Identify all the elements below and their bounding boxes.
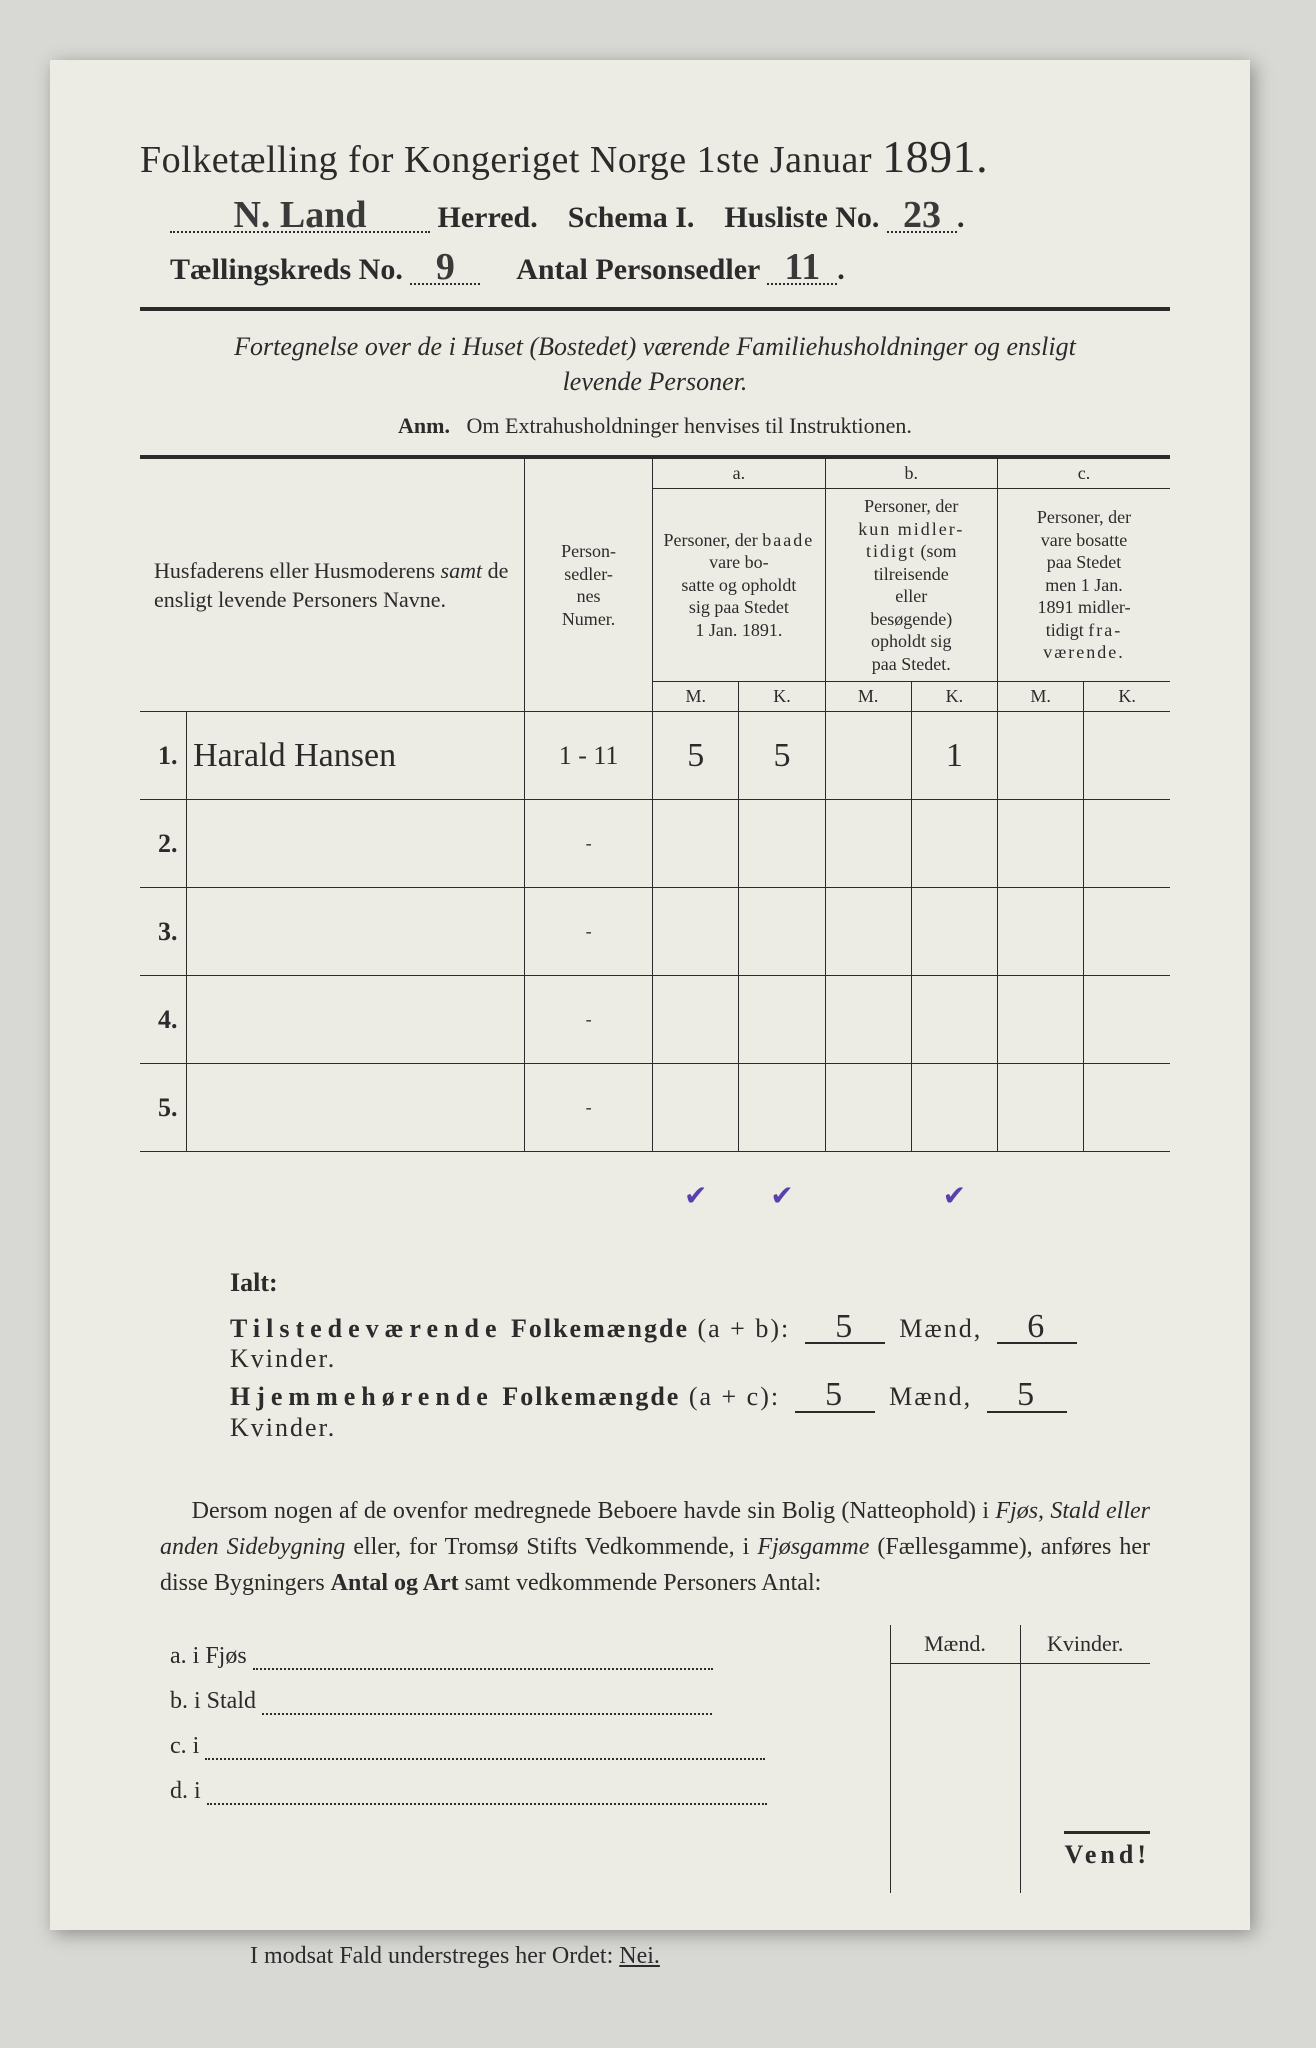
tick-mark: ✔ [770,1181,793,1212]
col-c-label: c. [998,457,1170,489]
census-form-page: Folketælling for Kongeriget Norge 1ste J… [50,60,1250,1930]
anm-line: Anm. Om Extrahusholdninger henvises til … [140,413,1170,439]
schema-label: Schema I. [568,201,695,234]
mk-kvinder-header: Kvinder. [1020,1625,1150,1664]
totals-line-2: Hjemmehørende Folkemængde (a + c): 5 Mæn… [230,1380,1170,1443]
mk-maend-header: Mænd. [890,1625,1020,1664]
tick-row: ✔ ✔ ✔ [140,1152,1170,1240]
col-a-k: K. [739,682,825,712]
lodging-paragraph: Dersom nogen af de ovenfor medregnede Be… [160,1493,1150,1601]
abcd-block: a. i Fjøs b. i Stald c. i d. i Mænd. Kvi… [170,1625,1150,1894]
herred-label: Herred. [438,201,538,234]
nei-word: Nei. [619,1943,660,1969]
title-text: Folketælling for Kongeriget Norge 1ste J… [140,139,882,181]
sedler-label: Antal Personsedler [516,253,760,286]
col-a-label: a. [653,457,825,489]
total-ac-m: 5 [795,1380,875,1413]
tick-mark: ✔ [943,1181,966,1212]
table-row: 1. Harald Hansen 1 - 11 5 5 1 [140,712,1170,800]
total-ab-m: 5 [805,1312,885,1345]
subtitle: Fortegnelse over de i Huset (Bostedet) v… [200,329,1110,399]
sedler-value: 11 [767,245,837,285]
col-b-label: b. [825,457,997,489]
title-year: 1891. [882,131,988,182]
row-b: b. i Stald [170,1688,884,1715]
census-table: Husfaderens eller Husmoderens samt de en… [140,455,1170,1240]
table-row: 4. - [140,976,1170,1064]
vend-label: Vend! [1064,1831,1150,1870]
header-row-3: Tællingskreds No. 9 Antal Personsedler 1… [140,245,1170,287]
row-c: c. i [170,1733,884,1760]
table-row: 3. - [140,888,1170,976]
nei-line: I modsat Fald understreges her Ordet: Ne… [250,1943,1170,1970]
anm-label: Anm. [398,413,450,438]
kreds-label: Tællingskreds No. [170,253,403,286]
header-row-2: N. Land Herred. Schema I. Husliste No. 2… [140,193,1170,235]
table-row: 2. - [140,800,1170,888]
title-line: Folketælling for Kongeriget Norge 1ste J… [140,130,1170,183]
herred-value: N. Land [170,193,430,233]
col-b-text: Personer, derkun midler-tidigt (somtilre… [825,489,997,682]
col-a-text: Personer, der baade vare bo-satte og oph… [653,489,825,682]
total-ab-k: 6 [997,1312,1077,1345]
row-d: d. i [170,1778,884,1805]
rule-1 [140,307,1170,311]
anm-text: Om Extrahusholdninger henvises til Instr… [467,413,912,438]
kreds-value: 9 [410,245,480,285]
totals-line-1: Tilstedeværende Folkemængde (a + b): 5 M… [230,1312,1170,1375]
husliste-label: Husliste No. [724,201,879,234]
col-c-text: Personer, dervare bosattepaa Stedetmen 1… [998,489,1170,682]
col-b-m: M. [825,682,911,712]
col-names-header: Husfaderens eller Husmoderens samt de en… [140,457,524,712]
col-numer-header: Person- sedler- nes Numer. [524,457,652,712]
name-cell: Harald Hansen [187,712,525,800]
row-a: a. i Fjøs [170,1643,884,1670]
col-a-m: M. [653,682,739,712]
table-row: 5. - [140,1064,1170,1152]
total-ac-k: 5 [987,1380,1067,1413]
tick-mark: ✔ [684,1181,707,1212]
ialt-label: Ialt: [230,1268,1170,1298]
husliste-value: 23 [887,193,957,233]
col-c-m: M. [998,682,1084,712]
col-b-k: K. [911,682,997,712]
col-c-k: K. [1084,682,1170,712]
